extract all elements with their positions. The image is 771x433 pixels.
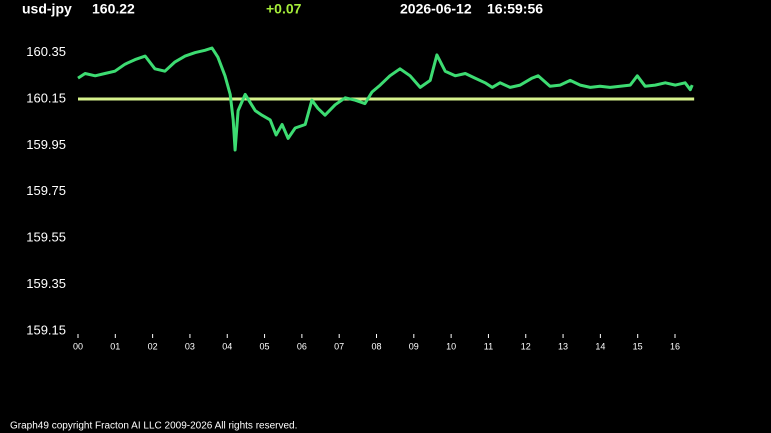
x-tick-label: 01	[110, 341, 120, 351]
x-tick-label: 16	[670, 341, 680, 351]
y-tick-label: 159.75	[26, 183, 66, 198]
x-tick-label: 08	[371, 341, 381, 351]
y-tick-label: 160.35	[26, 44, 66, 59]
y-tick-label: 159.35	[26, 276, 66, 291]
x-tick-label: 06	[297, 341, 307, 351]
y-tick-label: 160.15	[26, 90, 66, 105]
x-tick-label: 09	[409, 341, 419, 351]
copyright: Graph49 copyright Fracton AI LLC 2009-20…	[10, 421, 297, 432]
y-tick-label: 159.55	[26, 230, 66, 245]
x-tick-label: 11	[484, 341, 493, 351]
x-tick-label: 13	[558, 341, 568, 351]
x-tick-label: 07	[334, 341, 344, 351]
date: 2026-06-12	[400, 1, 472, 17]
change: +0.07	[266, 1, 302, 17]
x-tick-label: 14	[595, 341, 605, 351]
y-tick-label: 159.15	[26, 322, 66, 337]
price-line	[77, 46, 694, 152]
x-tick-label: 15	[633, 341, 643, 351]
x-tick-label: 00	[73, 341, 83, 351]
x-tick-label: 10	[446, 341, 456, 351]
time: 16:59:56	[487, 1, 543, 17]
x-tick-label: 02	[148, 341, 158, 351]
price: 160.22	[92, 1, 135, 17]
symbol: usd-jpy	[22, 1, 72, 17]
x-tick-label: 12	[521, 341, 531, 351]
x-tick-label: 04	[222, 341, 232, 351]
x-tick-label: 05	[260, 341, 270, 351]
x-tick-label: 03	[185, 341, 195, 351]
y-tick-label: 159.95	[26, 137, 66, 152]
